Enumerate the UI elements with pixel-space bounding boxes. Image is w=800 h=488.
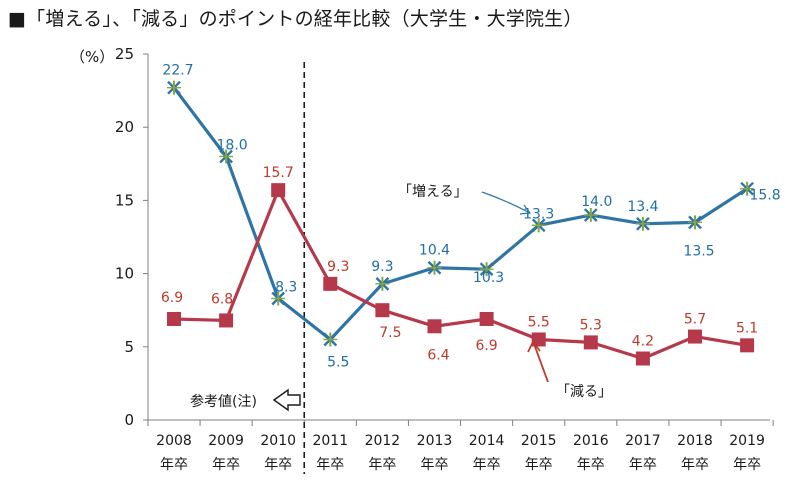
decrease-data-label: 6.8 <box>211 291 233 307</box>
y-tick-label: 0 <box>124 411 134 429</box>
decrease-point <box>323 276 338 291</box>
y-tick-label: 10 <box>115 265 134 283</box>
x-tick-label-suffix: 年卒 <box>733 457 761 473</box>
x-tick-label-year: 2017 <box>625 433 661 449</box>
decrease-data-label: 6.9 <box>475 338 497 354</box>
x-tick-label-year: 2012 <box>365 433 401 449</box>
x-tick-label-suffix: 年卒 <box>160 457 188 473</box>
decrease-series-line <box>173 188 748 361</box>
decrease-point <box>583 335 598 350</box>
increase-data-label: 14.0 <box>581 194 612 210</box>
increase-data-label: 15.8 <box>750 188 781 204</box>
y-tick-label: 25 <box>115 45 134 63</box>
decrease-callout-arrow <box>533 343 549 383</box>
reference-arrow-icon <box>272 388 301 412</box>
decrease-data-label: 6.4 <box>427 347 449 363</box>
decrease-point <box>479 311 494 326</box>
decrease-data-label: 5.5 <box>528 314 550 330</box>
y-tick-label: 5 <box>124 338 134 356</box>
increase-point <box>635 216 650 231</box>
x-tick-label-year: 2011 <box>312 433 348 449</box>
increase-data-label: 8.3 <box>275 279 297 295</box>
annotations: 「増える」「減る」参考値(注) <box>190 184 612 412</box>
decrease-data-label: 9.3 <box>327 259 349 275</box>
x-tick-label-suffix: 年卒 <box>525 457 553 473</box>
increase-point <box>479 262 494 277</box>
increase-point <box>219 149 234 164</box>
x-tick-label-suffix: 年卒 <box>264 457 292 473</box>
x-tick-label-year: 2019 <box>729 433 765 449</box>
decrease-point <box>219 313 234 328</box>
x-tick-label-suffix: 年卒 <box>629 457 657 473</box>
decrease-point <box>375 303 390 318</box>
increase-point <box>323 332 338 347</box>
series-markers <box>167 80 755 366</box>
increase-data-label: 9.3 <box>371 259 393 275</box>
decrease-point <box>167 311 181 326</box>
increase-point <box>583 208 598 223</box>
data-labels: 22.7 18.0 8.3 5.5 9.3 10.4 10.3 13.3 14.0 13.4 13.… <box>161 63 781 371</box>
series-lines <box>172 86 748 361</box>
decrease-data-label: 4.2 <box>632 334 654 350</box>
x-tick-label-year: 2009 <box>208 433 244 449</box>
increase-point <box>167 80 181 95</box>
increase-point <box>375 276 390 291</box>
decrease-point <box>271 183 286 198</box>
decrease-callout-arrowhead <box>527 340 541 353</box>
x-tick-label-year: 2014 <box>469 433 505 449</box>
x-tick-label-suffix: 年卒 <box>681 457 709 473</box>
decrease-point <box>635 351 650 366</box>
increase-point <box>271 291 286 306</box>
decrease-data-label: 7.5 <box>379 325 401 341</box>
y-tick-label: 15 <box>115 191 134 209</box>
increase-data-label: 13.4 <box>627 199 658 215</box>
x-tick-label-year: 2018 <box>677 433 713 449</box>
x-tick-label-suffix: 年卒 <box>421 457 449 473</box>
decrease-data-label: 5.1 <box>736 320 758 336</box>
increase-point <box>531 218 546 233</box>
decrease-point <box>688 329 702 344</box>
increase-data-label: 22.7 <box>162 63 193 79</box>
increase-data-label: 10.4 <box>419 243 450 259</box>
decrease-data-label: 5.7 <box>684 312 706 328</box>
increase-data-label: 18.0 <box>217 137 248 153</box>
decrease-point <box>740 338 755 353</box>
increase-point <box>688 215 702 230</box>
x-tick-label-suffix: 年卒 <box>577 457 605 473</box>
x-tick-label-suffix: 年卒 <box>212 457 240 473</box>
reference-note: 参考値(注) <box>190 393 257 410</box>
increase-series-callout: 「増える」 <box>398 184 468 200</box>
decrease-series-callout: 「減る」 <box>556 383 612 400</box>
increase-series-line <box>172 86 748 342</box>
x-tick-label-suffix: 年卒 <box>316 457 344 473</box>
decrease-point <box>427 319 442 334</box>
chart-axes: 0 5 10 15 20 25（%） 2008 年卒 2009 年卒 2010 年卒 2011 年卒 201… <box>70 45 774 474</box>
increase-data-label: 13.5 <box>683 243 714 259</box>
decrease-point <box>531 332 546 347</box>
increase-callout-arrowhead <box>519 204 532 215</box>
increase-data-label: 13.3 <box>523 206 554 222</box>
increase-data-label: 5.5 <box>327 354 349 370</box>
decrease-data-label: 6.9 <box>161 290 183 306</box>
chart-title: ■「増える」、「減る」のポイントの経年比較（大学生・大学院生） <box>8 8 583 30</box>
y-tick-label: 20 <box>115 118 134 136</box>
x-tick-label-year: 2010 <box>260 433 296 449</box>
increase-point <box>427 260 442 275</box>
increase-callout-arrow <box>481 191 529 213</box>
increase-data-label: 10.3 <box>473 270 504 286</box>
x-tick-label-year: 2008 <box>156 433 192 449</box>
decrease-data-label: 15.7 <box>263 165 294 181</box>
x-tick-label-year: 2016 <box>573 433 609 449</box>
x-tick-label-year: 2015 <box>521 433 557 449</box>
x-tick-label-suffix: 年卒 <box>473 457 501 473</box>
x-tick-label-suffix: 年卒 <box>368 457 396 473</box>
y-axis-label: （%） <box>70 48 114 66</box>
increase-point <box>740 181 755 196</box>
x-tick-label-year: 2013 <box>417 433 453 449</box>
decrease-data-label: 5.3 <box>580 317 602 333</box>
